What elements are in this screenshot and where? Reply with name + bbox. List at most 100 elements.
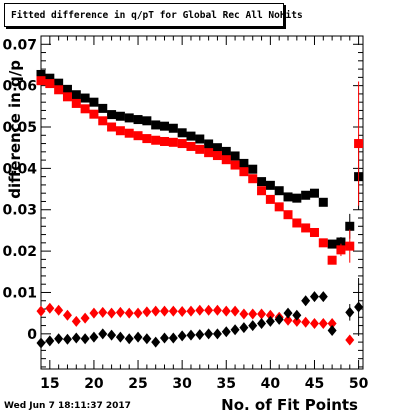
data-point-diamond: [230, 305, 240, 317]
data-point-diamond: [115, 306, 125, 318]
data-point-square: [71, 90, 81, 100]
data-point-square: [265, 180, 275, 190]
data-point-square: [133, 115, 143, 125]
data-point-diamond: [142, 306, 152, 318]
data-point-square: [318, 197, 328, 207]
data-point-diamond: [248, 320, 258, 332]
data-point-diamond: [265, 309, 275, 321]
data-point-square: [177, 128, 187, 138]
data-point-square: [115, 126, 125, 136]
data-point-square: [248, 174, 258, 184]
data-point-diamond: [98, 328, 108, 340]
data-point-square: [71, 98, 81, 108]
data-point-square: [309, 227, 319, 237]
data-point-square: [45, 73, 55, 83]
y-tick-label: 0.07: [2, 37, 37, 53]
data-point-square: [345, 221, 355, 231]
x-tick-label: 25: [128, 376, 147, 392]
data-point-square: [36, 76, 46, 86]
data-point-square: [327, 239, 337, 249]
data-point-diamond: [274, 313, 284, 325]
y-tick-label: 0: [27, 327, 37, 343]
data-point-diamond: [345, 334, 355, 346]
x-axis-label: No. of Fit Points: [221, 396, 358, 414]
x-tick-label: 30: [172, 376, 192, 392]
data-point-diamond: [221, 305, 231, 317]
data-point-diamond: [318, 317, 328, 329]
data-point-square: [318, 238, 328, 248]
data-point-square: [151, 135, 161, 145]
x-tick-label: 35: [217, 376, 236, 392]
data-point-diamond: [283, 314, 293, 326]
data-point-diamond: [204, 328, 214, 340]
data-point-square: [204, 139, 214, 149]
data-point-diamond: [160, 332, 170, 344]
data-point-square: [336, 237, 346, 247]
data-point-square: [142, 134, 152, 144]
data-point-diamond: [239, 322, 249, 334]
data-point-square: [98, 116, 108, 126]
data-point-diamond: [177, 306, 187, 318]
data-point-diamond: [54, 333, 64, 345]
data-point-square: [257, 186, 267, 196]
data-point-diamond: [204, 304, 214, 316]
data-point-square: [239, 167, 249, 177]
data-point-square: [301, 223, 311, 233]
data-point-square: [160, 136, 170, 146]
data-point-diamond: [283, 307, 293, 319]
data-point-square: [168, 123, 178, 133]
data-point-square: [212, 151, 222, 161]
data-point-diamond: [345, 306, 355, 318]
data-point-diamond: [195, 304, 205, 316]
data-point-square: [62, 92, 72, 102]
data-point-square: [354, 139, 364, 149]
data-point-diamond: [221, 326, 231, 338]
data-point-square: [107, 110, 117, 120]
data-point-square: [124, 113, 134, 123]
chart-title: Fitted difference in q/pT for Global Rec…: [11, 10, 303, 21]
data-point-diamond: [124, 307, 134, 319]
data-point-diamond: [151, 305, 161, 317]
data-point-square: [309, 188, 319, 198]
timestamp: Wed Jun 7 18:11:37 2017: [4, 401, 131, 411]
data-point-square: [186, 131, 196, 141]
data-point-square: [265, 194, 275, 204]
data-point-square: [36, 69, 46, 79]
data-point-diamond: [257, 317, 267, 329]
y-axis-label: difference in q/p: [6, 60, 24, 199]
y-tick-label: 0.06: [2, 79, 37, 95]
data-point-diamond: [89, 307, 99, 319]
data-point-square: [239, 158, 249, 168]
data-point-square: [89, 109, 99, 119]
x-tick-label: 40: [261, 376, 281, 392]
data-point-diamond: [107, 307, 117, 319]
data-point-diamond: [230, 324, 240, 336]
x-tick-label: 20: [84, 376, 104, 392]
data-point-diamond: [115, 331, 125, 343]
data-point-diamond: [62, 333, 72, 345]
data-point-diamond: [186, 329, 196, 341]
data-point-square: [195, 144, 205, 154]
data-point-square: [107, 122, 117, 132]
y-tick-label: 0.03: [2, 203, 37, 219]
data-point-square: [142, 116, 152, 126]
data-point-diamond: [327, 317, 337, 329]
data-point-diamond: [168, 305, 178, 317]
data-point-square: [151, 120, 161, 130]
data-point-square: [168, 137, 178, 147]
data-point-square: [248, 164, 258, 174]
data-point-square: [204, 148, 214, 158]
data-point-square: [186, 141, 196, 151]
data-point-square: [221, 146, 231, 156]
data-point-diamond: [168, 332, 178, 344]
data-point-square: [327, 255, 337, 265]
data-point-diamond: [89, 331, 99, 343]
data-point-diamond: [62, 309, 72, 321]
data-point-diamond: [80, 312, 90, 324]
data-point-square: [283, 192, 293, 202]
data-point-diamond: [133, 307, 143, 319]
data-point-diamond: [80, 333, 90, 345]
data-point-square: [133, 131, 143, 141]
data-point-diamond: [248, 308, 258, 320]
